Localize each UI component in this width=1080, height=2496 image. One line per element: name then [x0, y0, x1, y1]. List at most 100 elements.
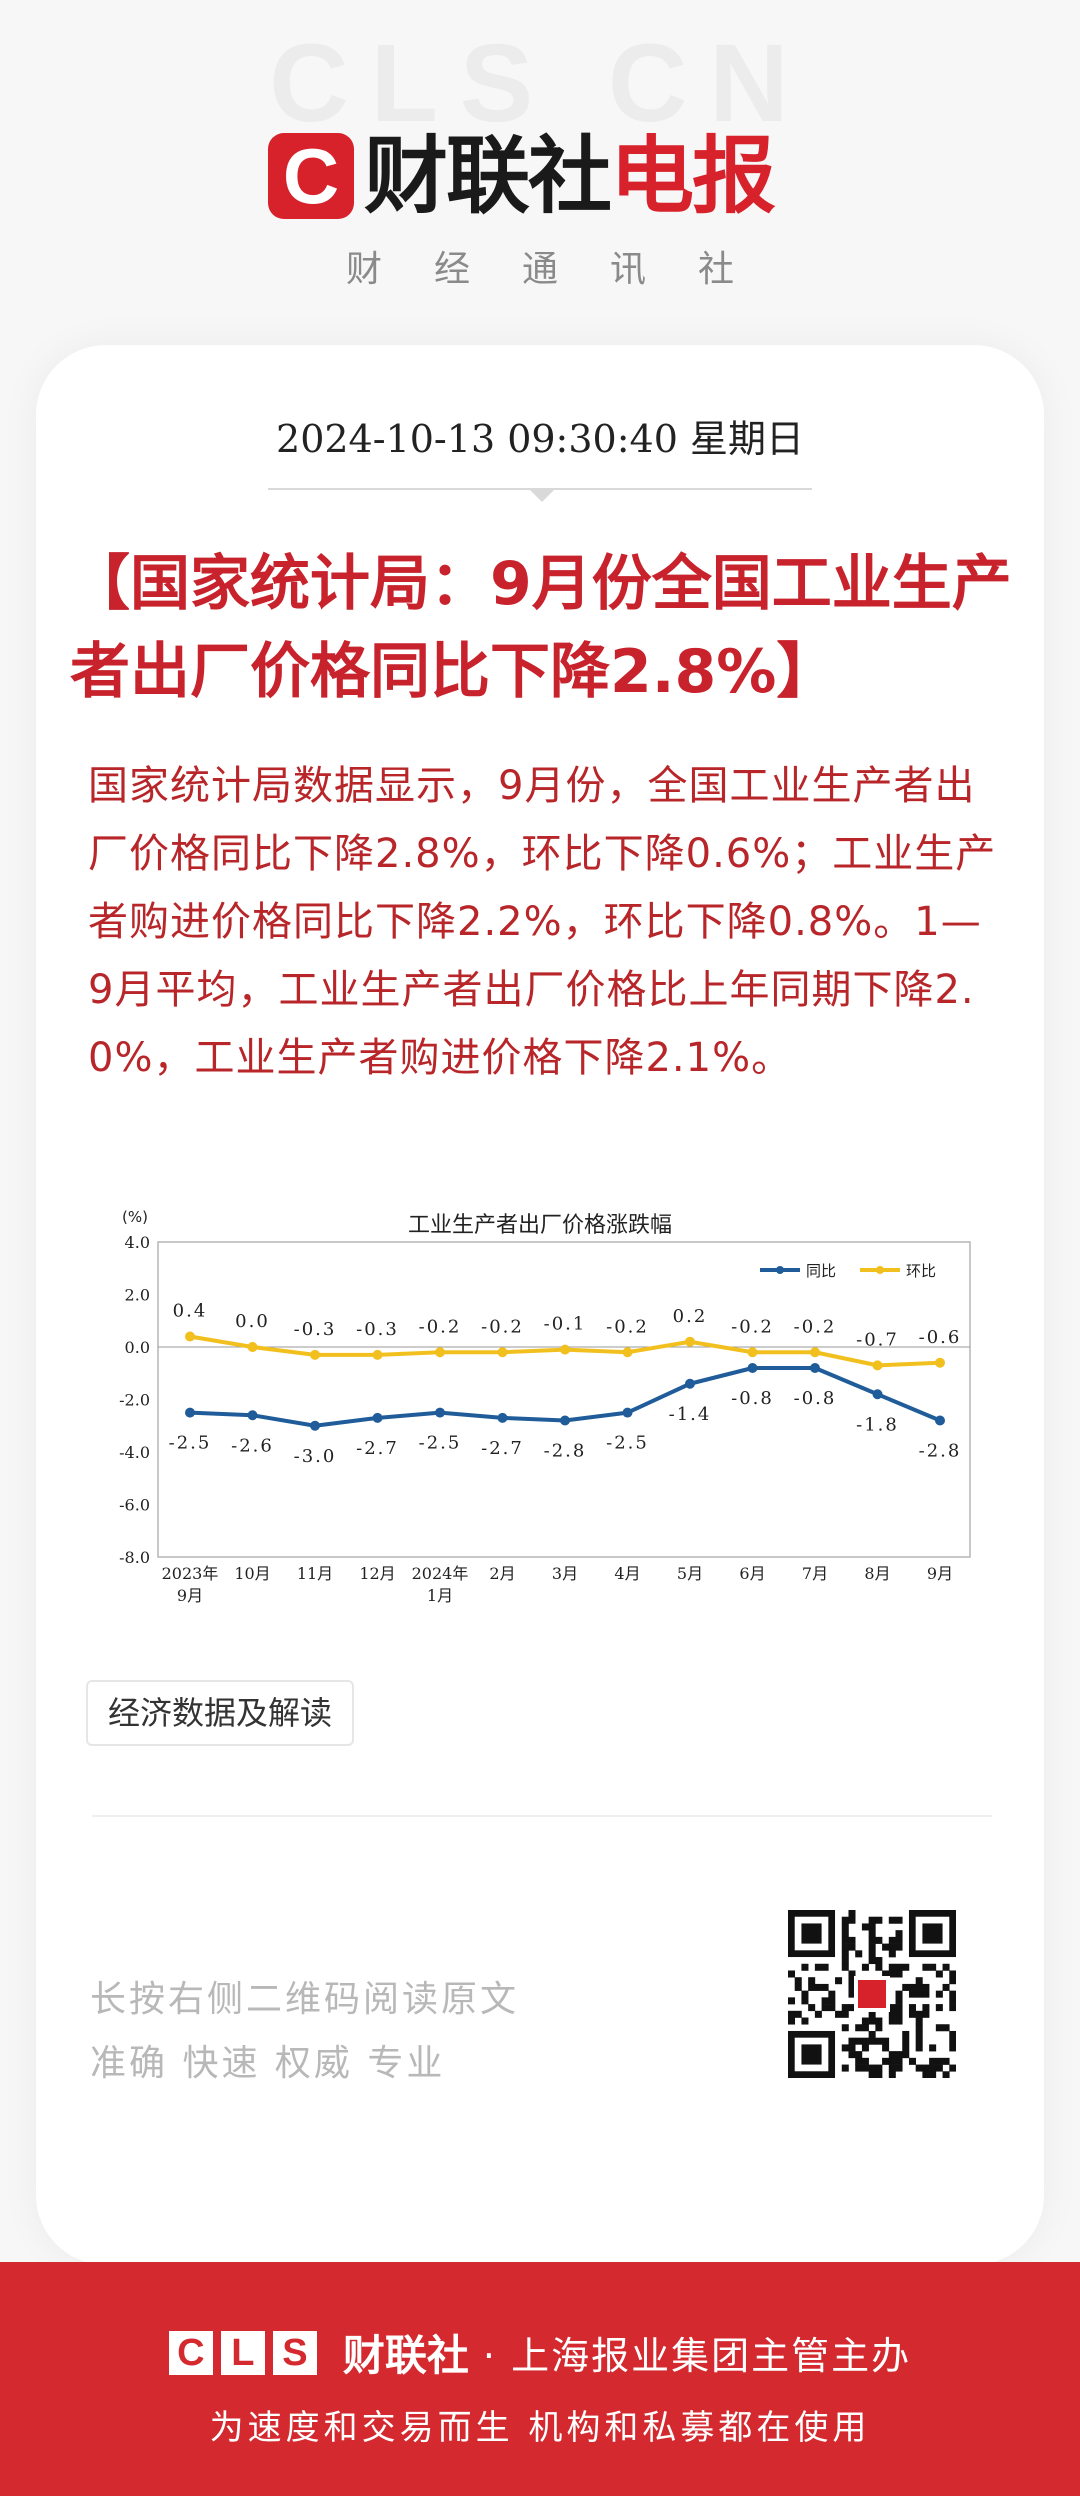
brand-mark-letter: C — [282, 132, 340, 220]
topic-tag[interactable]: 经济数据及解读 — [86, 1680, 355, 1746]
x-tick-label: 2月 — [489, 1564, 515, 1583]
data-label: -0.3 — [356, 1319, 399, 1340]
ppi-line-chart: 工业生产者出厂价格涨跌幅 (%) 4.0 2.0 0.0 -2.0 -4.0 -6.0 -8.0… — [119, 1208, 971, 1605]
brand-name-black: 财联社 — [364, 127, 612, 225]
data-label: -2.8 — [544, 1441, 587, 1462]
data-point — [185, 1407, 195, 1418]
data-label: -1.4 — [669, 1404, 712, 1425]
x-tick-label: 2023年 — [162, 1564, 219, 1583]
footer-brand-row: C L S 财联社 · 上海报业集团主管主办 — [0, 2322, 1080, 2383]
data-point — [247, 1410, 258, 1421]
chart-container: 工业生产者出厂价格涨跌幅 (%) 4.0 2.0 0.0 -2.0 -4.0 -6.0 -8.0… — [80, 1200, 1000, 1630]
y-unit-label: (%) — [122, 1208, 148, 1226]
x-tick-label: 7月 — [802, 1564, 828, 1583]
legend-label: 环比 — [906, 1262, 936, 1280]
data-point — [497, 1412, 508, 1423]
data-point — [685, 1336, 695, 1347]
data-label: -0.2 — [794, 1316, 837, 1337]
x-tick-label: 5月 — [677, 1564, 703, 1583]
watermark-text: CLS CN — [269, 22, 811, 145]
data-point — [810, 1347, 820, 1358]
data-point — [372, 1412, 383, 1423]
data-label: -2.5 — [169, 1433, 212, 1454]
y-tick-label: -4.0 — [119, 1443, 150, 1462]
x-tick-label: 2024年 — [412, 1564, 469, 1583]
data-label: -3.0 — [294, 1446, 337, 1467]
qr-read-hint: 长按右侧二维码阅读原文 — [90, 1979, 520, 2020]
footer-org: · 上海报业集团主管主办 — [482, 2334, 912, 2378]
data-label: -2.8 — [919, 1441, 962, 1462]
x-tick-label: 3月 — [552, 1564, 578, 1583]
data-label: -2.6 — [231, 1435, 274, 1456]
footer-banner: C L S 财联社 · 上海报业集团主管主办 为速度和交易而生 机构和私募都在使… — [0, 2262, 1080, 2496]
data-point — [560, 1415, 570, 1426]
data-label: -0.2 — [731, 1316, 774, 1337]
card-divider — [92, 1815, 992, 1817]
brand-subtitle: 财经通讯社 — [345, 249, 786, 290]
data-label: -0.2 — [606, 1316, 649, 1337]
data-point — [560, 1344, 570, 1355]
brand-mark-icon: C — [268, 133, 354, 219]
y-tick-label: 0.0 — [125, 1338, 150, 1357]
data-label: -0.2 — [419, 1316, 462, 1337]
data-point — [810, 1363, 820, 1373]
data-point — [247, 1342, 258, 1352]
data-label: -2.5 — [606, 1433, 649, 1454]
qr-code-icon[interactable] — [788, 1910, 956, 2078]
data-label: -0.2 — [481, 1316, 524, 1337]
y-tick-label: -8.0 — [119, 1548, 150, 1567]
legend-marker — [876, 1266, 884, 1274]
cls-letter: S — [272, 2330, 317, 2375]
legend-marker — [776, 1266, 784, 1274]
data-point — [185, 1331, 195, 1342]
data-point — [435, 1347, 445, 1358]
data-point — [622, 1407, 633, 1418]
x-tick-label: 8月 — [864, 1564, 890, 1583]
data-label: -0.3 — [294, 1319, 337, 1340]
data-point — [622, 1347, 633, 1358]
data-point — [935, 1357, 945, 1368]
data-label: -0.8 — [794, 1388, 837, 1409]
x-tick-label: 9月 — [177, 1586, 203, 1605]
y-tick-label: -6.0 — [119, 1496, 150, 1515]
data-label: -0.6 — [919, 1327, 962, 1348]
y-tick-label: 4.0 — [125, 1233, 150, 1252]
data-point — [872, 1360, 883, 1371]
article-body: 国家统计局数据显示，9月份，全国工业生产者出厂价格同比下降2.8%，环比下降0.… — [88, 763, 997, 1081]
x-tick-label: 4月 — [614, 1564, 640, 1583]
brand-name: 财联社电报 — [364, 127, 776, 225]
data-label: 0.0 — [235, 1311, 270, 1332]
footer-tagline: 为速度和交易而生 机构和私募都在使用 — [209, 2408, 871, 2448]
y-tick-label: 2.0 — [125, 1286, 150, 1305]
cls-logo: C L S — [168, 2330, 325, 2375]
data-point — [747, 1347, 758, 1358]
brand-logo: C 财联社电报 — [268, 127, 776, 225]
data-point — [685, 1378, 695, 1389]
data-point — [747, 1363, 758, 1373]
x-tick-label: 12月 — [359, 1564, 395, 1583]
x-tick-label: 11月 — [297, 1564, 333, 1583]
x-tick-label: 1月 — [427, 1586, 453, 1605]
article-headline: 【国家统计局：9月份全国工业生产者出厂价格同比下降2.8%】 — [70, 549, 1012, 707]
data-label: -2.5 — [419, 1433, 462, 1454]
x-tick-label: 6月 — [739, 1564, 765, 1583]
y-tick-label: -2.0 — [119, 1391, 150, 1410]
data-label: -0.7 — [856, 1329, 899, 1350]
data-point — [872, 1389, 883, 1400]
data-point — [435, 1407, 445, 1418]
data-label: 0.4 — [173, 1301, 208, 1322]
data-point — [310, 1349, 320, 1360]
data-point — [310, 1420, 320, 1431]
data-point — [497, 1347, 508, 1358]
data-label: 0.2 — [673, 1306, 708, 1327]
brand-name-red: 电报 — [610, 127, 776, 225]
data-point — [372, 1349, 383, 1360]
x-tick-label: 9月 — [927, 1564, 953, 1583]
data-label: -2.7 — [481, 1438, 524, 1459]
data-label: -2.7 — [356, 1438, 399, 1459]
data-label: -1.8 — [856, 1414, 899, 1435]
chart-title: 工业生产者出厂价格涨跌幅 — [408, 1213, 672, 1238]
footer-brand-name: 财联社 — [342, 2331, 469, 2380]
cls-letter: C — [168, 2330, 213, 2375]
x-tick-label: 10月 — [234, 1564, 270, 1583]
